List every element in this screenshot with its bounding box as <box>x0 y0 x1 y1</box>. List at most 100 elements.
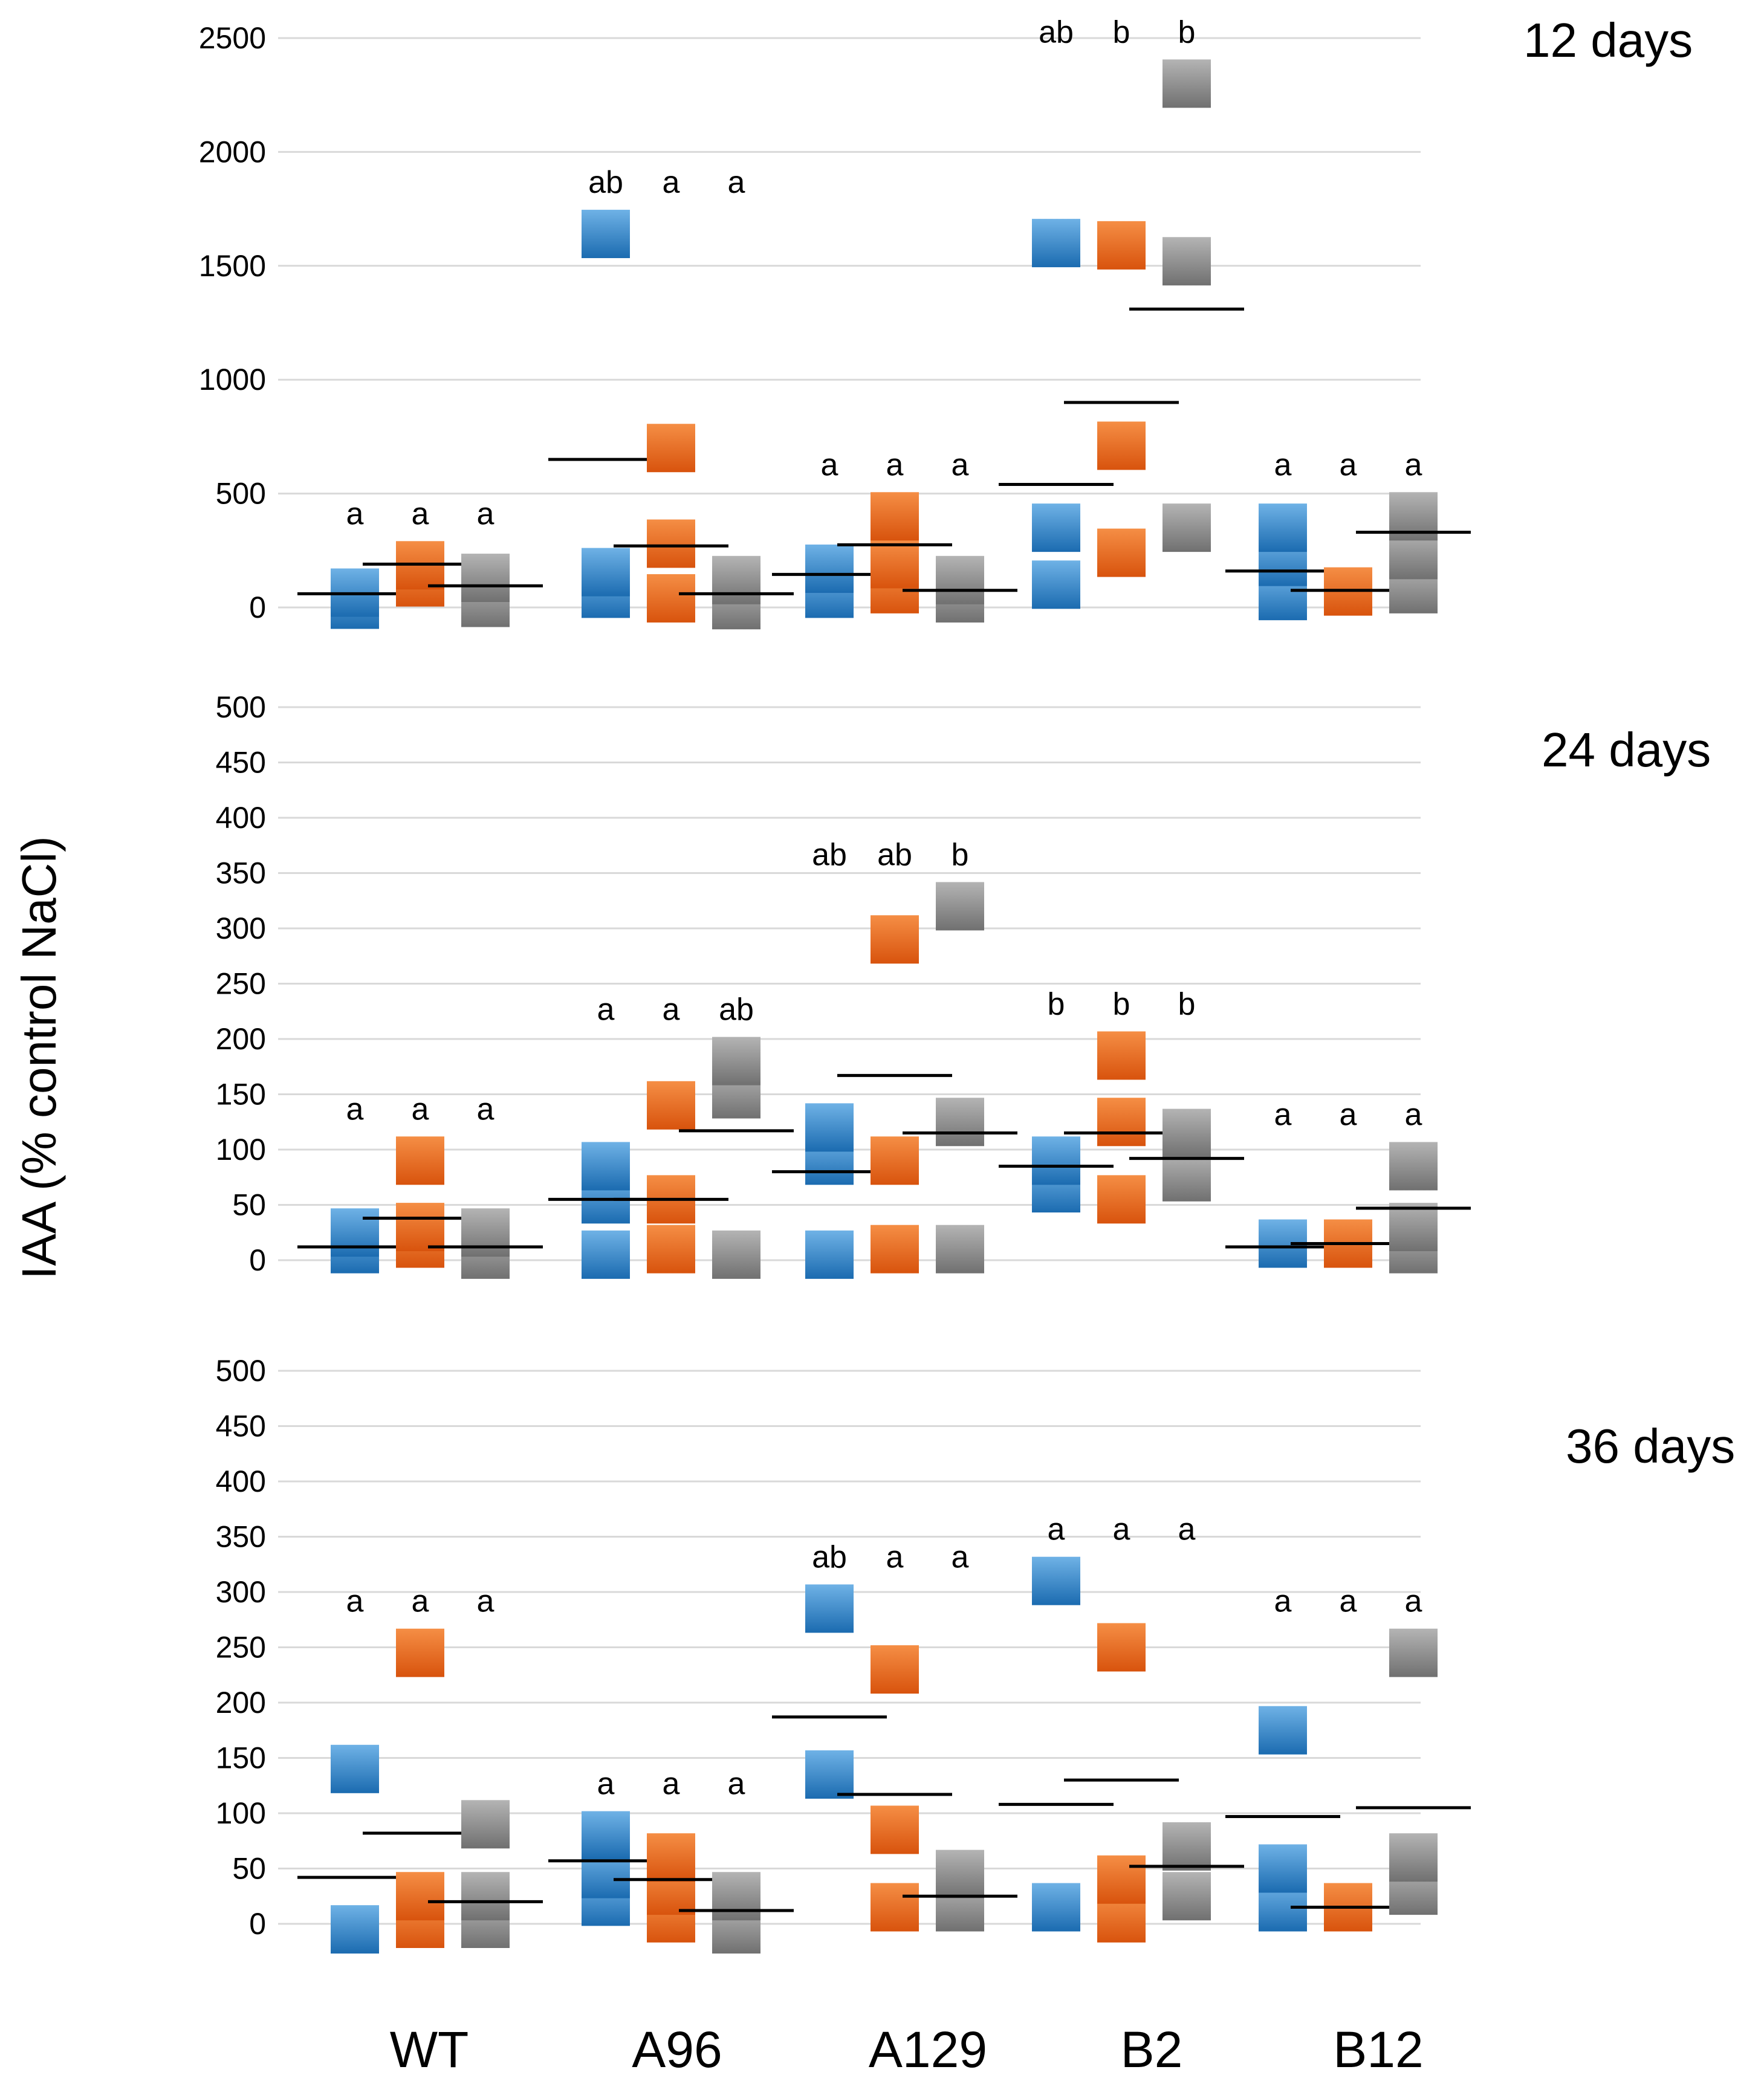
point-b12-gray-2 <box>1389 1833 1438 1882</box>
panel-36-days: 36 days 0 50 100 150 200 250 300 350 400 450 500 a a… <box>216 1354 1735 1954</box>
point-b2-orange-1 <box>1097 1175 1146 1224</box>
significance-letter-a129-blue: ab <box>812 837 847 872</box>
significance-letter-wt-orange: a <box>412 1092 429 1127</box>
panel-24-days: 24 days 0 50 100 150 200 250 300 350 400 450 500 a a… <box>216 690 1711 1279</box>
point-a96-gray-2 <box>712 555 760 604</box>
y-tick-label-36-days: 300 <box>216 1575 266 1609</box>
significance-letter-wt-orange: a <box>412 496 429 531</box>
significance-letter-a96-blue: a <box>597 992 615 1027</box>
category-label-b2: B2 <box>1121 2021 1183 2078</box>
significance-letter-b12-blue: a <box>1274 447 1292 482</box>
point-a129-orange-1 <box>871 1883 919 1932</box>
significance-letter-b2-gray: a <box>1178 1512 1196 1547</box>
significance-letter-wt-gray: a <box>477 1584 495 1619</box>
significance-letter-wt-blue: a <box>346 496 364 531</box>
point-wt-orange-3 <box>396 1628 444 1677</box>
significance-letter-a129-blue: a <box>821 447 838 482</box>
point-a129-blue-1 <box>805 1230 854 1279</box>
y-tick-label-36-days: 0 <box>249 1907 266 1941</box>
category-label-a129: A129 <box>869 2021 987 2078</box>
point-b2-orange-2 <box>1097 1098 1146 1147</box>
point-wt-gray-2 <box>461 1872 510 1921</box>
significance-letter-b12-gray: a <box>1405 1097 1422 1132</box>
significance-letter-a96-blue: a <box>597 1767 615 1802</box>
point-b12-gray-3 <box>1389 1628 1438 1677</box>
point-a129-blue-3 <box>805 1103 854 1152</box>
point-wt-gray-3 <box>461 1800 510 1849</box>
point-b2-gray-1 <box>1162 1153 1211 1202</box>
point-a96-gray-3 <box>712 1037 760 1086</box>
significance-letter-wt-gray: a <box>477 496 495 531</box>
point-a96-blue-3 <box>582 1142 630 1191</box>
point-b12-blue-3 <box>1259 503 1307 552</box>
panel-plot-36-days: 0 50 100 150 200 250 300 350 400 450 500 a a a a a a ab a a… <box>216 1354 1471 1954</box>
point-wt-blue-1 <box>331 1905 379 1954</box>
point-b2-orange-2 <box>1097 1855 1146 1904</box>
point-wt-orange-2 <box>396 1872 444 1921</box>
significance-letter-b2-orange: a <box>1113 1512 1130 1547</box>
point-a129-gray-2 <box>936 1849 984 1898</box>
point-b2-gray-1 <box>1162 1872 1211 1921</box>
point-b12-gray-3 <box>1389 1142 1438 1191</box>
y-tick-label-24-days: 100 <box>216 1133 266 1167</box>
point-b2-gray-2 <box>1162 237 1211 286</box>
significance-letter-b12-blue: a <box>1274 1584 1292 1619</box>
y-tick-label-36-days: 150 <box>216 1741 266 1775</box>
point-b2-orange-3 <box>1097 221 1146 270</box>
y-axis-label: IAA (% control NaCl) <box>12 836 66 1280</box>
point-a129-orange-3 <box>871 1645 919 1694</box>
point-a129-orange-2 <box>871 1136 919 1185</box>
point-a96-orange-1 <box>647 574 695 623</box>
point-a129-gray-3 <box>936 882 984 931</box>
panel-title-12-days: 12 days <box>1523 13 1693 67</box>
point-a129-orange-1 <box>871 1225 919 1273</box>
point-a129-blue-1 <box>805 1750 854 1799</box>
point-b2-blue-3 <box>1032 219 1080 268</box>
panel-plot-12-days: 0 500 1000 1500 2000 2500 a a a ab a a a a a ab b b a a a <box>199 15 1471 630</box>
y-tick-label-24-days: 500 <box>216 690 266 724</box>
point-b2-gray-2 <box>1162 1108 1211 1157</box>
significance-letter-wt-orange: a <box>412 1584 429 1619</box>
y-tick-label-12-days: 0 <box>249 591 266 624</box>
y-tick-label-36-days: 250 <box>216 1631 266 1665</box>
y-tick-label-12-days: 2500 <box>199 21 266 55</box>
point-wt-blue-2 <box>331 1744 379 1793</box>
y-tick-label-24-days: 0 <box>249 1243 266 1277</box>
significance-letter-a129-gray: b <box>952 837 969 872</box>
point-b2-blue-2 <box>1032 503 1080 552</box>
point-a96-blue-3 <box>582 1811 630 1860</box>
significance-letter-b2-blue: a <box>1048 1512 1065 1547</box>
significance-letter-a129-gray: a <box>952 1539 969 1574</box>
point-b12-blue-3 <box>1259 1706 1307 1755</box>
point-a129-gray-2 <box>936 555 984 604</box>
significance-letter-b12-orange: a <box>1340 1584 1357 1619</box>
significance-letter-b12-orange: a <box>1340 1097 1357 1132</box>
y-tick-label-24-days: 150 <box>216 1078 266 1112</box>
x-axis-categories: WT A96 A129 B2 B12 <box>390 2021 1424 2078</box>
significance-letter-a96-gray: a <box>728 1767 745 1802</box>
significance-letter-wt-blue: a <box>346 1584 364 1619</box>
y-tick-label-12-days: 500 <box>216 477 266 511</box>
significance-letter-a96-orange: a <box>663 1767 680 1802</box>
point-b2-orange-2 <box>1097 421 1146 470</box>
point-a129-blue-2 <box>805 1584 854 1633</box>
significance-letter-a129-orange: a <box>886 447 904 482</box>
y-tick-label-24-days: 300 <box>216 911 266 945</box>
point-a129-orange-3 <box>871 492 919 541</box>
point-wt-orange-2 <box>396 1203 444 1252</box>
significance-letter-wt-blue: a <box>346 1092 364 1127</box>
significance-letter-a96-orange: a <box>663 165 680 200</box>
point-a96-orange-1 <box>647 1225 695 1273</box>
point-b2-blue-1 <box>1032 1883 1080 1932</box>
point-wt-orange-3 <box>396 1136 444 1185</box>
significance-letter-a96-gray: ab <box>719 992 754 1027</box>
significance-letter-a129-blue: ab <box>812 1539 847 1574</box>
y-tick-label-12-days: 2000 <box>199 135 266 169</box>
significance-letter-b12-gray: a <box>1405 447 1422 482</box>
category-label-b12: B12 <box>1333 2021 1423 2078</box>
y-tick-label-24-days: 450 <box>216 746 266 780</box>
point-b2-gray-1 <box>1162 503 1211 552</box>
